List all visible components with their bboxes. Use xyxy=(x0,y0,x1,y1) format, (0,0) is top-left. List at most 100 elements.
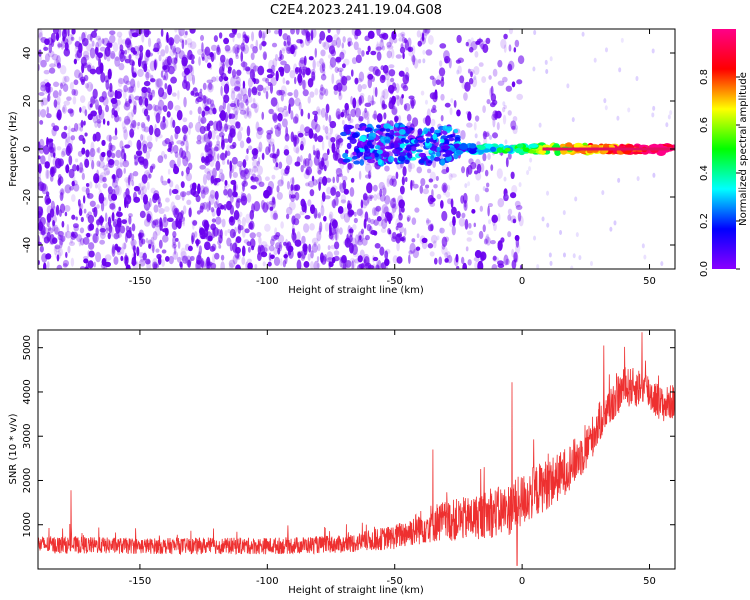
spectrogram-speckle xyxy=(125,98,128,106)
spectrogram-speckle xyxy=(216,207,221,217)
spectrogram-speckle xyxy=(158,106,162,116)
spectrogram-speckle xyxy=(533,235,537,241)
spectrogram-speckle xyxy=(232,32,235,43)
spectrogram-speckle xyxy=(482,43,489,53)
spectrogram-speckle xyxy=(312,144,316,152)
spectrogram-speckle xyxy=(70,257,75,267)
spectrogram-speckle xyxy=(202,201,208,210)
spectrogram-speckle xyxy=(160,175,164,183)
spectrogram-speckle xyxy=(247,77,253,88)
spectrogram-speckle xyxy=(305,182,310,187)
spectrogram-speckle xyxy=(91,40,95,47)
spectrogram-speckle xyxy=(141,185,148,194)
spectrogram-speckle xyxy=(239,140,245,149)
spectrogram-speckle xyxy=(422,58,426,64)
spectrogram-speckle xyxy=(359,92,365,98)
spectrogram-speckle xyxy=(490,85,494,96)
spectrogram-speckle xyxy=(274,124,279,130)
spectrogram-speckle xyxy=(108,142,113,151)
spectrogram-speckle xyxy=(384,195,391,205)
spectrogram-speckle xyxy=(250,52,255,61)
spectrogram-speckle xyxy=(129,123,134,130)
spectrogram-speckle xyxy=(255,130,263,140)
spectrogram-speckle xyxy=(511,185,518,194)
spectrogram-speckle xyxy=(383,112,387,120)
spectrogram-speckle xyxy=(64,138,68,148)
spectrogram-speckle xyxy=(474,133,478,139)
spectrogram-speckle xyxy=(186,64,193,74)
spectrogram-speckle xyxy=(410,55,416,63)
spectrogram-speckle xyxy=(277,179,284,187)
spectrogram-speckle xyxy=(52,152,56,158)
spectrogram-speckle xyxy=(270,210,277,220)
spectrogram-speckle xyxy=(483,238,488,245)
spectrogram-speckle xyxy=(138,96,143,106)
spectrogram-speckle xyxy=(328,211,334,219)
spectrogram-speckle xyxy=(220,68,224,79)
spectrogram-speckle xyxy=(138,182,142,189)
spectrogram-speckle xyxy=(201,119,204,125)
spectrogram-speckle xyxy=(264,176,270,182)
spectrogram-speckle xyxy=(290,196,295,203)
snr-x-tick-label: -100 xyxy=(256,576,279,587)
spectrogram-speckle xyxy=(38,163,42,172)
spectrogram-speckle xyxy=(144,30,152,35)
spectrogram-speckle xyxy=(321,157,325,167)
spectrogram-speckle xyxy=(134,95,141,101)
spectrogram-speckle xyxy=(296,250,304,257)
spectrogram-speckle xyxy=(249,69,255,80)
spectrogram-speckle xyxy=(312,110,319,116)
spectrogram-speckle xyxy=(290,44,295,55)
spectrogram-speckle xyxy=(94,99,99,111)
spectrogram-speckle xyxy=(147,52,154,57)
spectrogram-speckle xyxy=(282,77,286,85)
spectrogram-speckle xyxy=(236,160,244,168)
spectrogram-speckle xyxy=(473,222,477,228)
spectrogram-x-tick-label: 0 xyxy=(519,276,525,287)
spectrogram-speckle xyxy=(246,241,252,247)
spectrogram-speckle xyxy=(139,186,144,191)
spectrogram-speckle xyxy=(188,207,192,218)
spectrogram-speckle xyxy=(298,59,306,69)
spectrogram-speckle xyxy=(79,237,85,246)
spectrogram-speckle xyxy=(197,106,202,115)
spectrogram-speckle xyxy=(125,187,130,198)
spectrogram-speckle xyxy=(379,95,386,107)
spectrogram-speckle xyxy=(486,182,490,188)
spectrogram-speckle xyxy=(238,102,245,112)
spectrogram-speckle xyxy=(161,249,167,254)
spectrogram-speckle xyxy=(159,217,163,227)
spectrogram-speckle xyxy=(361,200,368,209)
spectrogram-speckle xyxy=(160,120,166,131)
spectrogram-speckle xyxy=(92,88,98,100)
spectrogram-speckle xyxy=(256,160,260,167)
spectrogram-speckle xyxy=(363,218,367,229)
spectrogram-speckle xyxy=(121,39,127,45)
spectrogram-speckle xyxy=(141,33,145,43)
spectrogram-speckle xyxy=(559,229,563,235)
spectrogram-speckle xyxy=(333,250,340,256)
spectrogram-speckle xyxy=(240,192,247,202)
spectrogram-speckle xyxy=(479,205,484,212)
spectrogram-speckle xyxy=(167,168,171,175)
spectrogram-speckle xyxy=(204,106,210,112)
spectrogram-speckle xyxy=(232,242,238,253)
spectrogram-speckle xyxy=(335,230,339,241)
spectrogram-speckle xyxy=(467,68,471,74)
spectrogram-speckle xyxy=(123,152,127,162)
spectrogram-speckle xyxy=(262,261,266,267)
spectrogram-transition-blob xyxy=(414,139,419,144)
spectrogram-speckle xyxy=(155,248,160,253)
spectrogram-speckle xyxy=(511,248,515,258)
spectrogram-speckle xyxy=(352,224,357,231)
spectrogram-speckle xyxy=(195,96,203,103)
spectrogram-speckle xyxy=(444,102,451,108)
spectrogram-speckle xyxy=(59,191,64,202)
spectrogram-speckle xyxy=(149,165,154,174)
spectrogram-speckle xyxy=(382,88,389,100)
spectrogram-speckle xyxy=(335,56,342,63)
spectrogram-speckle xyxy=(313,150,316,156)
spectrogram-speckle xyxy=(328,261,334,268)
spectrogram-speckle xyxy=(275,231,281,238)
spectrogram-speckle xyxy=(444,252,449,259)
